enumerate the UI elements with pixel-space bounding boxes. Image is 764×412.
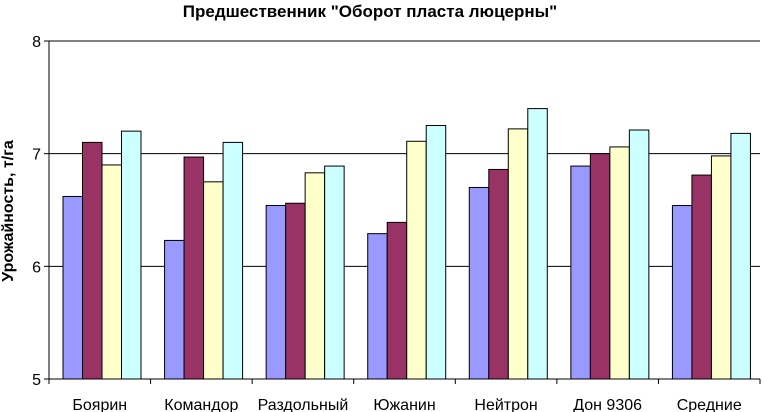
chart-title: Предшественник "Оборот пласта люцерны" [183,2,557,21]
bars [62,108,751,380]
bar-Командор-s3 [203,181,224,380]
bar-Нейтрон-s3 [507,128,529,380]
bar-Боярин-s1 [62,195,83,380]
x-tick-label: Раздольный [258,397,349,412]
bar-Командор-s4 [222,141,244,380]
bar-Дон 9306-s3 [609,146,630,380]
bar-Средние-s2 [691,174,712,380]
bar-Нейтрон-s4 [527,108,548,380]
bar-Нейтрон-s2 [488,168,509,380]
bar-Дон 9306-s2 [589,153,611,380]
y-tick-label: 5 [32,372,41,389]
x-tick-label: Боярин [72,397,127,412]
bar-Раздольный-s4 [324,165,345,380]
bar-Средние-s4 [730,132,751,380]
y-tick-label: 6 [32,259,41,276]
bar-Командор-s1 [164,239,185,380]
bar-Раздольный-s3 [304,172,326,380]
bar-Южанин-s2 [386,221,408,380]
bar-Раздольный-s1 [265,204,287,380]
bar-Южанин-s4 [425,125,447,380]
x-tick-label: Южанин [373,397,435,412]
y-tick-label: 8 [32,34,41,51]
bar-Боярин-s4 [121,130,142,380]
bar-Дон 9306-s4 [628,129,650,380]
bar-Средние-s3 [710,155,732,380]
axes [44,40,761,384]
x-tick-label: Средние [677,397,742,412]
y-axis-label: Урожайность, т/га [0,140,17,282]
bar-Средние-s1 [671,204,693,380]
y-tick-label: 7 [32,147,41,164]
bar-Боярин-s3 [101,164,122,380]
bar-Раздольный-s2 [285,202,306,380]
bar-Боярин-s2 [82,141,103,380]
x-tick-label: Командор [164,397,238,412]
x-tick-label: Дон 9306 [573,397,642,412]
x-tick-label: Нейтрон [474,397,537,412]
bar-Командор-s2 [183,156,205,380]
bar-Южанин-s3 [406,140,427,380]
bar-Южанин-s1 [367,233,388,380]
tick-labels: 5 6 7 8 Боярин Командор Раздольный Южанин Нейтро… [32,34,742,412]
bar-Дон 9306-s1 [570,165,591,380]
bar-Нейтрон-s1 [468,186,490,380]
